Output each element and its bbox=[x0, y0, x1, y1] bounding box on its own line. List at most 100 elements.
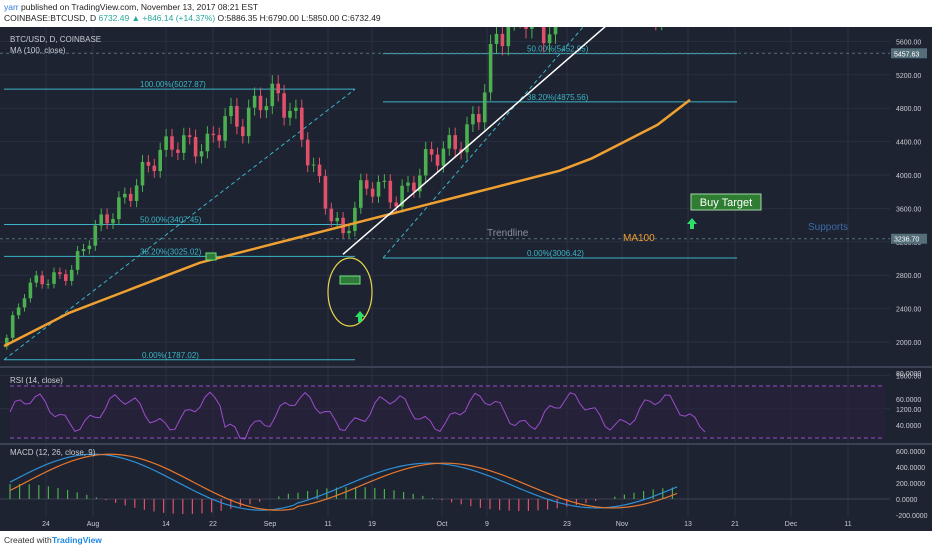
candle-body bbox=[418, 175, 422, 192]
ohlc-high: H:6790.00 bbox=[259, 13, 299, 23]
macd-signal-line bbox=[9, 453, 678, 511]
price-tick-label: 4400.00 bbox=[896, 140, 921, 147]
fib-level-label: 38.20%(3025.02) bbox=[140, 247, 202, 256]
candle-body bbox=[553, 0, 558, 35]
candle-body bbox=[258, 95, 263, 111]
candle-body bbox=[241, 126, 245, 137]
author-link[interactable]: yarr bbox=[4, 2, 19, 12]
candle-body bbox=[335, 217, 339, 222]
ma100-label: MA100 bbox=[623, 233, 655, 244]
candle-body bbox=[500, 33, 505, 47]
price-change: +846.14 (+14.37%) bbox=[142, 13, 216, 23]
published-text: published on TradingView.com, November 1… bbox=[21, 2, 259, 12]
candle-body bbox=[22, 298, 27, 308]
price-tick-label: 1600.00 bbox=[896, 373, 921, 380]
price-tick-label: 2000.00 bbox=[896, 340, 921, 347]
buy-target-label: Buy Target bbox=[700, 197, 752, 209]
candle-body bbox=[477, 114, 481, 123]
candle-body bbox=[388, 180, 393, 203]
buy-target-badge bbox=[690, 193, 762, 211]
up-triangle-icon: ▲ bbox=[131, 13, 141, 23]
candle-body bbox=[117, 197, 121, 220]
candle-body bbox=[217, 135, 221, 141]
tradingview-logo[interactable]: TradingView bbox=[52, 535, 102, 545]
candle-body bbox=[58, 272, 62, 275]
ohlc-line: COINBASE:BTCUSD, D 6732.49 ▲ +846.14 (+1… bbox=[4, 13, 381, 23]
fib-trend-dashed bbox=[382, 0, 608, 259]
candle-body bbox=[182, 135, 186, 153]
price-tick-label: 4000.00 bbox=[896, 173, 921, 180]
chart-svg[interactable]: 100.00%(5027.87) 50.00%(3407.45) 38.20%(30… bbox=[0, 0, 932, 531]
price-tick-label: 5200.00 bbox=[896, 73, 921, 80]
candle-body bbox=[412, 182, 416, 192]
candle-body bbox=[541, 10, 546, 44]
candle-body bbox=[252, 95, 257, 108]
candle-body bbox=[193, 136, 198, 157]
fib-trend-dashed bbox=[3, 88, 356, 361]
chart-area[interactable]: 100.00%(5027.87) 50.00%(3407.45) 38.20%(30… bbox=[0, 0, 932, 531]
fib-level-label: 100.00%(5027.87) bbox=[140, 80, 206, 89]
last-price: 6732.49 bbox=[98, 13, 130, 23]
fib-level-label: 0.00%(3006.42) bbox=[527, 249, 584, 258]
symbol-label: COINBASE:BTCUSD, D bbox=[4, 13, 97, 23]
candle-body bbox=[276, 83, 280, 94]
candle-body bbox=[447, 135, 452, 149]
price-tag-bg bbox=[891, 233, 927, 244]
time-tick-label: 13 bbox=[684, 521, 692, 528]
candle-body bbox=[453, 135, 457, 150]
candle-body bbox=[353, 207, 357, 231]
candle-body bbox=[123, 193, 127, 198]
candle-body bbox=[406, 182, 410, 186]
candle-body bbox=[28, 282, 33, 299]
candle-body bbox=[187, 135, 192, 137]
candle-body bbox=[176, 149, 180, 153]
price-tick-label: 4800.00 bbox=[896, 106, 921, 113]
candle-body bbox=[400, 185, 404, 207]
time-tick-label: 11 bbox=[844, 521, 851, 528]
chart-header: yarr published on TradingView.com, Novem… bbox=[0, 0, 932, 27]
rsi-tick-label: 40.0000 bbox=[896, 423, 921, 430]
candle-body bbox=[99, 214, 103, 226]
candle-body bbox=[152, 165, 157, 172]
candle-body bbox=[530, 8, 534, 29]
macd-tick-label: 400.0000 bbox=[896, 465, 925, 472]
rsi-legend: RSI (14, close) bbox=[10, 376, 63, 385]
candle-body bbox=[317, 164, 322, 177]
candle-body bbox=[246, 107, 251, 137]
footer: Created with TradingView bbox=[0, 531, 932, 550]
candle-body bbox=[105, 214, 109, 224]
candle-body bbox=[81, 249, 86, 252]
time-tick-label: Aug bbox=[87, 521, 100, 528]
macd-tick-label: -200.0000 bbox=[896, 513, 928, 520]
candle-body bbox=[311, 164, 316, 166]
candle-body bbox=[164, 136, 168, 150]
green-up-arrow-icon bbox=[687, 218, 697, 229]
candle-body bbox=[46, 283, 50, 285]
trendline-label: Trendline bbox=[487, 228, 529, 239]
candle-body bbox=[229, 105, 233, 117]
candle-body bbox=[16, 307, 21, 316]
candle-body bbox=[376, 181, 381, 197]
candle-body bbox=[482, 92, 487, 123]
time-tick-label: 24 bbox=[42, 521, 50, 528]
publish-line: yarr published on TradingView.com, Novem… bbox=[4, 2, 258, 12]
ohlc-open: O:5886.35 bbox=[217, 13, 258, 23]
time-tick-label: Nov bbox=[616, 521, 629, 528]
price-tick-label: 5600.00 bbox=[896, 39, 921, 46]
candle-body bbox=[199, 151, 204, 157]
candle-body bbox=[288, 110, 292, 118]
candle-body bbox=[134, 185, 139, 201]
rsi-band bbox=[10, 386, 885, 438]
candle-body bbox=[5, 337, 9, 347]
ma-legend: MA (100, close) bbox=[10, 46, 66, 55]
candle-body bbox=[547, 34, 552, 44]
trendline bbox=[342, 0, 638, 255]
macd-tick-label: 600.0000 bbox=[896, 449, 925, 456]
price-tick-label: 3600.00 bbox=[896, 206, 921, 213]
candle-body bbox=[75, 251, 80, 270]
candle-body bbox=[170, 136, 174, 150]
candle-body bbox=[128, 193, 133, 201]
candle-body bbox=[282, 93, 286, 118]
macd-tick-label: 0.0000 bbox=[896, 497, 918, 504]
fib-level-label: 38.20%(4875.56) bbox=[527, 93, 589, 102]
